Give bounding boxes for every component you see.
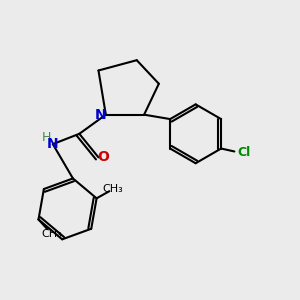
Text: CH₃: CH₃ (41, 229, 62, 239)
Text: N: N (47, 137, 58, 151)
Text: CH₃: CH₃ (102, 184, 123, 194)
Text: O: O (97, 150, 109, 164)
Text: N: N (95, 108, 106, 122)
Text: Cl: Cl (237, 146, 250, 159)
Text: H: H (42, 131, 51, 144)
